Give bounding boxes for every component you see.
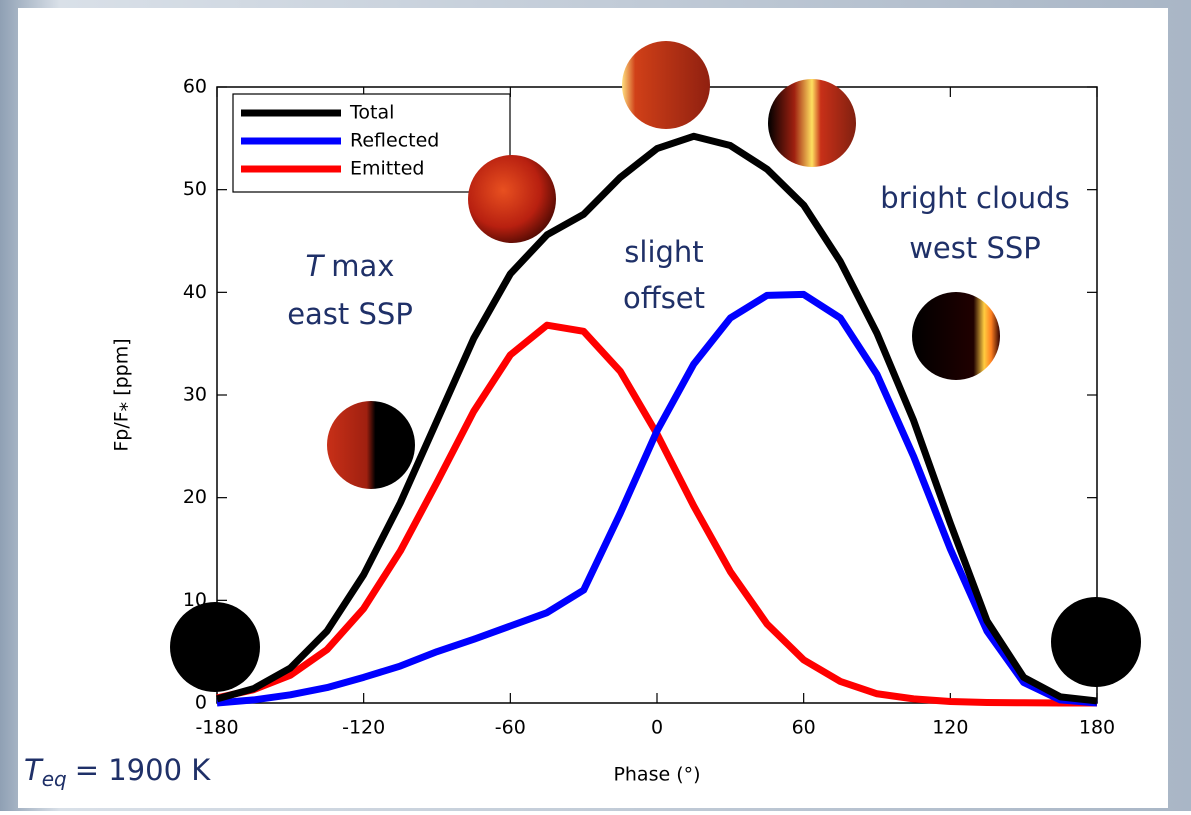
x-tick-label: 120 <box>932 717 968 739</box>
x-tick-label: -60 <box>495 717 526 739</box>
legend-label: Emitted <box>350 158 424 180</box>
chart: -180-120-600601201800102030405060Phase (… <box>0 0 1191 811</box>
x-tick-label: 60 <box>792 717 816 739</box>
x-tick-label: -120 <box>342 717 385 739</box>
y-axis-label: Fp/F⁎ [ppm] <box>111 338 133 451</box>
annotation: offset <box>623 281 705 315</box>
legend-label: Reflected <box>350 130 439 152</box>
legend-label: Total <box>349 102 394 124</box>
y-tick-label: 0 <box>195 692 207 714</box>
x-tick-label: 0 <box>651 717 663 739</box>
x-tick-label: 180 <box>1079 717 1115 739</box>
annotation: east SSP <box>287 297 413 331</box>
x-tick-label: -180 <box>195 717 238 739</box>
annotation-text: max <box>331 249 394 283</box>
annotation: west SSP <box>909 231 1041 265</box>
y-tick-label: 50 <box>183 178 207 200</box>
teq-text: = 1900 K <box>75 753 212 787</box>
y-tick-label: 40 <box>183 281 207 303</box>
annotation: slight <box>624 235 703 269</box>
annotation: bright clouds <box>880 181 1069 215</box>
y-tick-label: 60 <box>183 76 207 98</box>
panel <box>18 8 1168 808</box>
y-tick-label: 30 <box>183 384 207 406</box>
annotation-symbol: T <box>306 249 326 283</box>
teq-subscript: eq <box>42 767 67 791</box>
x-axis-label: Phase (°) <box>613 764 700 786</box>
y-tick-label: 20 <box>183 486 207 508</box>
